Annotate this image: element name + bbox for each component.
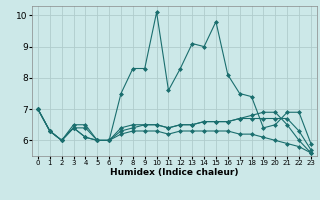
X-axis label: Humidex (Indice chaleur): Humidex (Indice chaleur)	[110, 168, 239, 177]
